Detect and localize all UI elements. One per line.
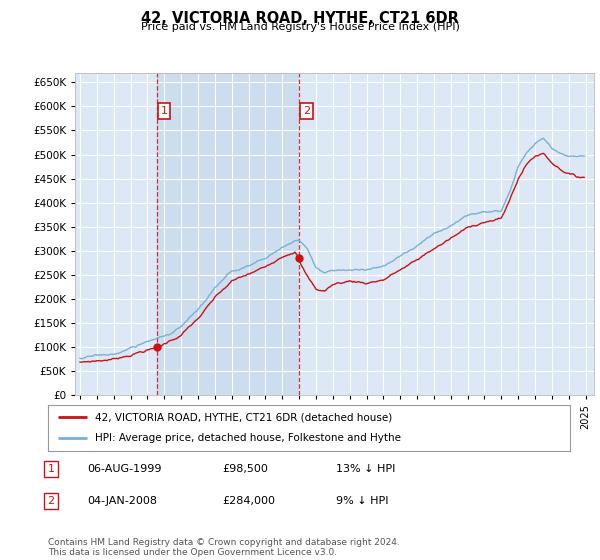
- Text: 06-AUG-1999: 06-AUG-1999: [87, 464, 161, 474]
- Text: 9% ↓ HPI: 9% ↓ HPI: [336, 496, 389, 506]
- Text: HPI: Average price, detached house, Folkestone and Hythe: HPI: Average price, detached house, Folk…: [95, 433, 401, 444]
- Text: 2: 2: [303, 106, 310, 116]
- Text: 42, VICTORIA ROAD, HYTHE, CT21 6DR: 42, VICTORIA ROAD, HYTHE, CT21 6DR: [141, 11, 459, 26]
- Text: 04-JAN-2008: 04-JAN-2008: [87, 496, 157, 506]
- Text: 13% ↓ HPI: 13% ↓ HPI: [336, 464, 395, 474]
- Bar: [157, 73, 299, 395]
- Text: 1: 1: [161, 106, 167, 116]
- Text: £284,000: £284,000: [222, 496, 275, 506]
- Text: Price paid vs. HM Land Registry's House Price Index (HPI): Price paid vs. HM Land Registry's House …: [140, 22, 460, 32]
- Text: 2: 2: [47, 496, 55, 506]
- Text: £98,500: £98,500: [222, 464, 268, 474]
- Text: 1: 1: [47, 464, 55, 474]
- Text: Contains HM Land Registry data © Crown copyright and database right 2024.
This d: Contains HM Land Registry data © Crown c…: [48, 538, 400, 557]
- Text: 42, VICTORIA ROAD, HYTHE, CT21 6DR (detached house): 42, VICTORIA ROAD, HYTHE, CT21 6DR (deta…: [95, 412, 392, 422]
